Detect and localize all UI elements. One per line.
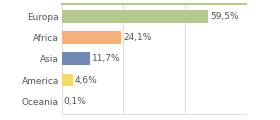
Text: 0,1%: 0,1% [64,97,87,106]
Text: 4,6%: 4,6% [75,75,98,84]
Text: 11,7%: 11,7% [92,54,121,63]
Bar [62,52,90,65]
Bar [62,31,121,44]
Bar [62,10,208,23]
Bar [62,74,73,86]
Text: 59,5%: 59,5% [210,12,239,21]
Text: 24,1%: 24,1% [123,33,151,42]
